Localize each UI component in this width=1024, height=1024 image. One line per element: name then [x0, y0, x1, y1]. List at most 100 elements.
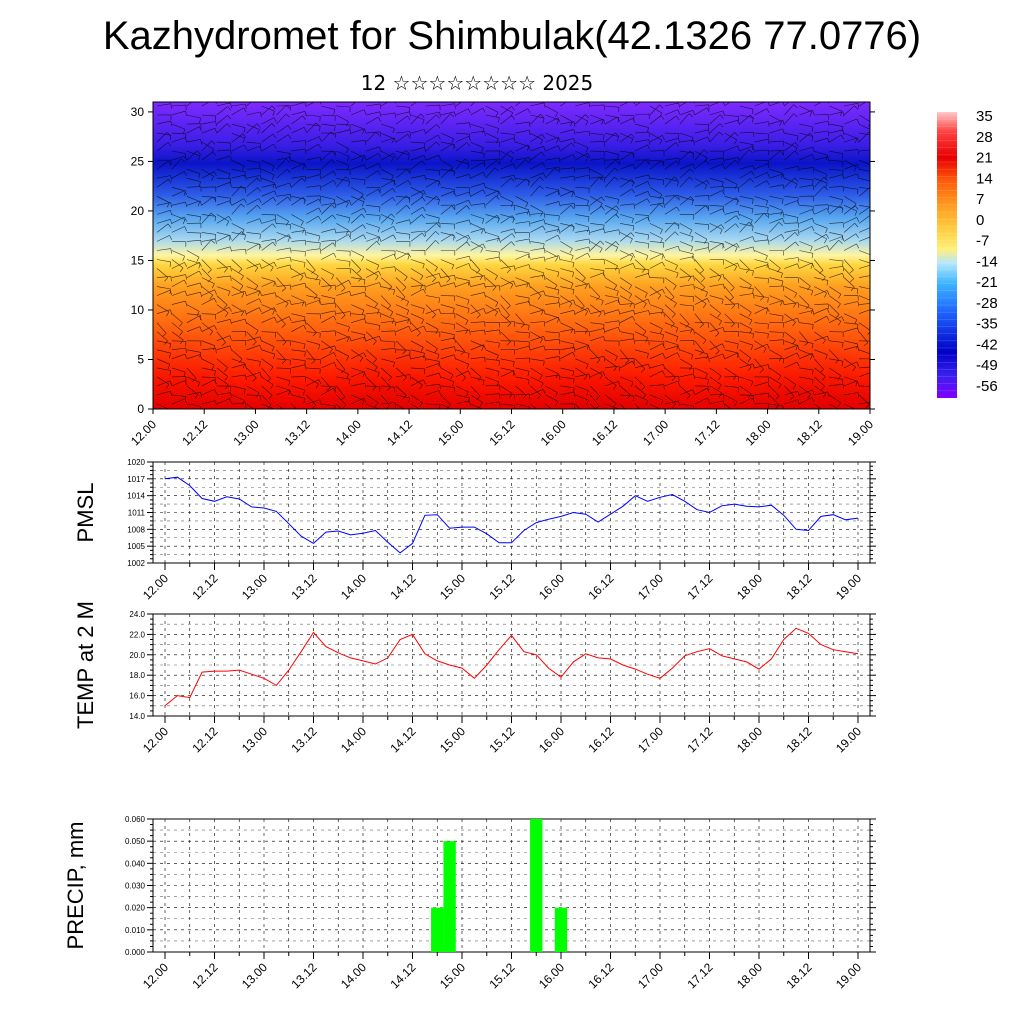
wind-barb	[769, 322, 784, 328]
wind-barb	[754, 392, 770, 399]
wind-barb	[395, 168, 411, 175]
wind-barb	[709, 177, 724, 187]
wind-barb	[216, 102, 232, 108]
wind-barb	[336, 279, 352, 287]
wind-barb	[395, 325, 412, 332]
wind-barb	[859, 366, 870, 369]
wind-barb	[186, 403, 201, 409]
wind-barb	[171, 214, 186, 225]
wind-barb	[470, 228, 486, 234]
wind-barb	[261, 358, 274, 372]
wind-barb	[485, 329, 501, 335]
wind-barb	[530, 376, 544, 388]
wind-barb	[231, 103, 247, 110]
wind-barb	[769, 221, 783, 233]
wind-barb	[410, 403, 421, 409]
wind-barb	[843, 132, 858, 144]
wind-barb	[366, 111, 382, 117]
wind-barb	[336, 349, 349, 361]
wind-barb	[784, 286, 798, 298]
wind-barb	[470, 241, 484, 253]
wind-barb	[440, 322, 455, 330]
wind-barb	[336, 105, 351, 113]
wind-barb	[694, 286, 708, 297]
wind-barb	[156, 259, 172, 267]
wind-barb	[485, 237, 501, 244]
x-tick-label: 17.12	[684, 724, 715, 755]
wind-barb	[575, 307, 591, 314]
wind-barb	[515, 385, 527, 400]
wind-barb	[530, 212, 546, 218]
wind-barb	[679, 241, 694, 252]
wind-barb	[649, 150, 665, 156]
wind-barb	[575, 330, 590, 337]
wind-barb	[470, 259, 481, 274]
wind-barb	[171, 353, 188, 360]
heatmap-x-tick-label: 19.00	[845, 417, 876, 448]
wind-barb	[769, 234, 785, 242]
wind-barb	[276, 367, 291, 374]
wind-barb	[216, 295, 228, 309]
wind-barb	[291, 313, 306, 322]
wind-barb	[246, 331, 257, 346]
wind-barb	[829, 286, 842, 299]
wind-barb	[216, 331, 226, 346]
wind-barb	[351, 150, 364, 163]
y-tick-label: 0.040	[125, 859, 146, 868]
wind-barb	[799, 286, 814, 296]
wind-barb	[619, 132, 634, 144]
wind-barb	[769, 102, 785, 107]
wind-barb	[843, 105, 859, 116]
wind-barb	[769, 277, 784, 286]
x-tick-label: 14.00	[338, 724, 369, 755]
wind-barb	[545, 250, 559, 262]
wind-barb	[634, 376, 646, 391]
wind-barb	[171, 313, 183, 327]
wind-barb	[291, 319, 307, 326]
wind-barb	[590, 310, 606, 316]
wind-barb	[724, 295, 736, 309]
wind-barb	[724, 157, 740, 163]
wind-barb	[515, 403, 530, 409]
wind-barb	[709, 327, 725, 333]
wind-barb	[814, 130, 830, 137]
wind-barb	[246, 263, 262, 269]
wind-barb	[410, 367, 426, 374]
wind-barb	[291, 376, 306, 382]
wind-barb	[515, 121, 531, 127]
wind-barb	[739, 340, 754, 351]
wind-barb	[754, 172, 770, 179]
wind-barb	[530, 321, 546, 327]
wind-barb	[261, 117, 277, 125]
temp-panel: 24.022.020.018.016.014.012.00 12.12 13.00 1…	[73, 601, 876, 755]
wind-barb	[351, 367, 365, 377]
wind-barb	[425, 231, 440, 242]
wind-barb	[784, 277, 799, 283]
wind-barb	[515, 238, 531, 244]
wind-barb	[515, 393, 531, 400]
wind-barb	[739, 358, 752, 371]
x-tick-label: 16.12	[585, 571, 616, 602]
wind-barb	[470, 243, 486, 251]
wind-barb	[291, 349, 306, 357]
x-tick-label: 14.12	[387, 724, 418, 755]
wind-barb	[619, 164, 636, 170]
wind-barb	[231, 185, 245, 197]
wind-barb	[649, 311, 665, 318]
wind-barb	[784, 113, 798, 125]
wind-barb	[470, 283, 486, 289]
wind-barb	[724, 286, 734, 301]
wind-barb	[739, 385, 752, 399]
wind-barb	[276, 194, 292, 200]
wind-barb	[799, 132, 814, 143]
wind-barb	[814, 303, 829, 309]
wind-barb	[515, 345, 531, 351]
wind-barb	[754, 121, 770, 127]
wind-barb	[799, 241, 813, 252]
wind-barb	[231, 168, 246, 177]
wind-barb	[709, 367, 722, 381]
wind-barb	[321, 376, 331, 392]
wind-barb	[754, 307, 770, 314]
wind-barb	[814, 358, 824, 373]
wind-barb	[321, 202, 337, 208]
